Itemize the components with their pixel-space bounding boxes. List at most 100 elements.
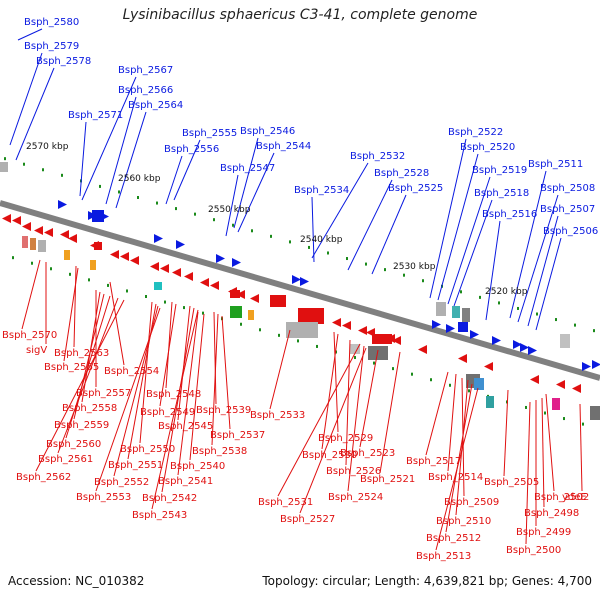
- grey-feature-block[interactable]: [350, 344, 360, 354]
- reverse-gene-block[interactable]: [230, 290, 240, 298]
- reverse-gene-arrow[interactable]: [44, 228, 53, 237]
- forward-gene-arrow[interactable]: [154, 234, 163, 243]
- reverse-gene-label[interactable]: Bsph_2545: [158, 421, 213, 432]
- reverse-gene-arrow[interactable]: [110, 250, 119, 259]
- forward-gene-arrow[interactable]: [216, 254, 225, 263]
- reverse-gene-arrow[interactable]: [530, 375, 539, 384]
- reverse-gene-label[interactable]: Bsph_2529: [318, 433, 373, 444]
- forward-gene-block[interactable]: [92, 210, 104, 222]
- forward-gene-label[interactable]: Bsph_2578: [36, 56, 91, 67]
- reverse-gene-label[interactable]: Bsph_2521: [360, 474, 415, 485]
- orange-feature-block[interactable]: [64, 250, 70, 260]
- reverse-gene-label[interactable]: Bsph_2513: [416, 551, 471, 562]
- forward-gene-arrow[interactable]: [513, 340, 522, 349]
- forward-gene-label[interactable]: Bsph_2556: [164, 144, 219, 155]
- reverse-gene-label[interactable]: Bsph_2512: [426, 533, 481, 544]
- forward-gene-label[interactable]: Bsph_2546: [240, 126, 295, 137]
- reverse-gene-label[interactable]: Bsph_2533: [250, 410, 305, 421]
- orange-feature-block[interactable]: [248, 310, 254, 320]
- reverse-gene-label[interactable]: Bsph_2570: [2, 330, 57, 341]
- reverse-gene-label[interactable]: Bsph_2502: [534, 492, 589, 503]
- forward-gene-label[interactable]: Bsph_2566: [118, 85, 173, 96]
- forward-gene-label[interactable]: Bsph_2567: [118, 65, 173, 76]
- reverse-gene-arrow[interactable]: [332, 318, 341, 327]
- forward-gene-label[interactable]: Bsph_2532: [350, 151, 405, 162]
- reverse-gene-label[interactable]: Bsph_2524: [328, 492, 383, 503]
- reverse-gene-label[interactable]: Bsph_2509: [444, 497, 499, 508]
- forward-gene-arrow[interactable]: [292, 275, 301, 284]
- forward-gene-label[interactable]: Bsph_2516: [482, 209, 537, 220]
- reverse-gene-arrow[interactable]: [120, 252, 129, 261]
- reverse-gene-label[interactable]: Bsph_2531: [258, 497, 313, 508]
- reverse-gene-arrow[interactable]: [130, 256, 139, 265]
- forward-gene-arrow[interactable]: [520, 343, 529, 352]
- reverse-gene-label[interactable]: Bsph_2550: [120, 444, 175, 455]
- reverse-gene-label[interactable]: Bsph_2565: [44, 362, 99, 373]
- forward-gene-label[interactable]: Bsph_2511: [528, 159, 583, 170]
- reverse-gene-label[interactable]: Bsph_2561: [38, 454, 93, 465]
- reverse-gene-label[interactable]: Bsph_2560: [46, 439, 101, 450]
- orange-feature-block[interactable]: [90, 260, 96, 270]
- forward-gene-arrow[interactable]: [58, 200, 67, 209]
- reverse-gene-arrow[interactable]: [12, 216, 21, 225]
- reverse-gene-label[interactable]: Bsph_2526: [326, 466, 381, 477]
- forward-gene-label[interactable]: Bsph_2508: [540, 183, 595, 194]
- reverse-gene-arrow[interactable]: [150, 262, 159, 271]
- reverse-gene-label[interactable]: Bsph_2510: [436, 516, 491, 527]
- blue-feature-block[interactable]: [474, 378, 484, 390]
- reverse-gene-label[interactable]: Bsph_2537: [210, 430, 265, 441]
- forward-gene-label[interactable]: Bsph_2522: [448, 127, 503, 138]
- reverse-gene-arrow[interactable]: [184, 272, 193, 281]
- reverse-gene-arrow[interactable]: [68, 234, 77, 243]
- forward-gene-label[interactable]: Bsph_2534: [294, 185, 349, 196]
- reverse-gene-arrow[interactable]: [172, 268, 181, 277]
- reverse-gene-block[interactable]: [298, 308, 324, 324]
- reverse-gene-arrow[interactable]: [342, 321, 351, 330]
- reverse-gene-arrow[interactable]: [572, 384, 581, 393]
- forward-gene-arrow[interactable]: [446, 324, 455, 333]
- reverse-gene-arrow[interactable]: [200, 278, 209, 287]
- reverse-gene-arrow[interactable]: [236, 290, 245, 299]
- grey-feature-block[interactable]: [286, 322, 318, 338]
- forward-gene-arrow[interactable]: [470, 330, 479, 339]
- forward-gene-arrow[interactable]: [528, 346, 537, 355]
- forward-gene-label[interactable]: Bsph_2518: [474, 188, 529, 199]
- forward-gene-label[interactable]: Bsph_2544: [256, 141, 311, 152]
- reverse-gene-label[interactable]: Bsph_2558: [62, 403, 117, 414]
- reverse-gene-label[interactable]: Bsph_2552: [94, 477, 149, 488]
- green-feature-block[interactable]: [230, 306, 242, 318]
- forward-gene-arrow[interactable]: [300, 277, 309, 286]
- forward-gene-label[interactable]: Bsph_2555: [182, 128, 237, 139]
- reverse-gene-label[interactable]: Bsph_2538: [192, 446, 247, 457]
- reverse-gene-label[interactable]: Bsph_2562: [16, 472, 71, 483]
- forward-gene-label[interactable]: Bsph_2571: [68, 110, 123, 121]
- reverse-gene-block[interactable]: [94, 242, 102, 250]
- reverse-gene-label[interactable]: sigV: [26, 345, 47, 356]
- reverse-gene-label[interactable]: Bsph_2499: [516, 527, 571, 538]
- grey-feature-block[interactable]: [368, 346, 388, 360]
- forward-gene-label[interactable]: Bsph_2506: [543, 226, 598, 237]
- reverse-gene-label[interactable]: Bsph_2553: [76, 492, 131, 503]
- reverse-gene-label[interactable]: Bsph_2540: [170, 461, 225, 472]
- reverse-gene-label[interactable]: Bsph_2498: [524, 508, 579, 519]
- reverse-gene-label[interactable]: Bsph_2505: [484, 477, 539, 488]
- reverse-gene-label[interactable]: Bsph_2554: [104, 366, 159, 377]
- reverse-gene-arrow[interactable]: [210, 281, 219, 290]
- reverse-gene-label[interactable]: Bsph_2500: [506, 545, 561, 556]
- reverse-gene-arrow[interactable]: [418, 345, 427, 354]
- forward-gene-label[interactable]: Bsph_2528: [374, 168, 429, 179]
- grey-feature-block[interactable]: [436, 302, 446, 316]
- reverse-gene-arrow[interactable]: [358, 326, 367, 335]
- reverse-gene-arrow[interactable]: [2, 214, 11, 223]
- forward-gene-arrow[interactable]: [592, 360, 600, 369]
- reverse-gene-label[interactable]: Bsph_2517: [406, 456, 461, 467]
- reverse-gene-arrow[interactable]: [392, 336, 401, 345]
- reverse-gene-arrow[interactable]: [458, 354, 467, 363]
- forward-gene-label[interactable]: Bsph_2519: [472, 165, 527, 176]
- reverse-gene-arrow[interactable]: [484, 362, 493, 371]
- forward-gene-block[interactable]: [458, 322, 468, 332]
- forward-gene-label[interactable]: Bsph_2579: [24, 41, 79, 52]
- forward-gene-arrow[interactable]: [492, 336, 501, 345]
- reverse-gene-label[interactable]: ydeE: [562, 492, 587, 503]
